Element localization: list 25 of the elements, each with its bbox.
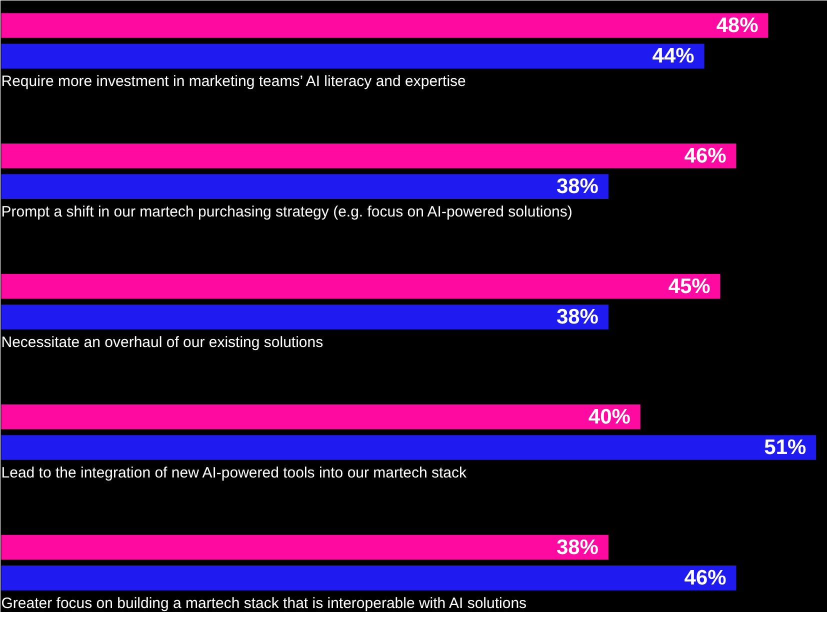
bar <box>1 144 736 168</box>
data-label: 38% <box>556 306 599 329</box>
bar <box>1 174 608 199</box>
y-tick-label: Greater focus on building a martech stack that is interoperable with AI solutions <box>1 594 527 612</box>
bar <box>1 534 608 560</box>
data-label: 51% <box>764 436 807 459</box>
data-label: 46% <box>684 144 727 168</box>
bar <box>1 13 768 38</box>
y-tick-label: Lead to the integration of new AI-powered tools into our martech stack <box>1 464 468 482</box>
data-label: 38% <box>556 536 599 559</box>
data-label: 40% <box>588 405 631 428</box>
bar <box>1 304 608 330</box>
bar <box>1 404 640 430</box>
data-label: 46% <box>684 566 727 590</box>
y-tick-label: Prompt a shift in our martech purchasing strategy (e.g. focus on AI-powered solutions) <box>1 204 572 221</box>
bar <box>1 435 816 460</box>
bar <box>1 566 736 590</box>
y-tick-label: Require more investment in marketing teams’ AI literacy and expertise <box>1 73 466 90</box>
y-tick-label: Necessitate an overhaul of our existing solutions <box>1 334 324 351</box>
data-label: 48% <box>716 14 759 37</box>
data-label: 44% <box>652 44 695 68</box>
bar <box>1 44 704 69</box>
bar <box>1 274 720 299</box>
data-label: 38% <box>556 175 599 198</box>
data-label: 45% <box>668 274 711 298</box>
